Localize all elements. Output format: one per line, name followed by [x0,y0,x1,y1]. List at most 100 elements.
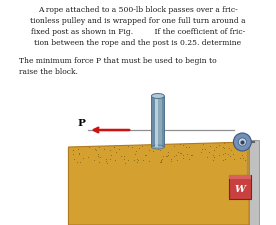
Point [222,158,227,161]
Point [93,148,97,151]
Point [200,147,205,151]
Point [203,148,207,151]
Bar [162,97,164,147]
Point [96,154,101,158]
Point [80,157,85,160]
Point [134,150,139,153]
Point [179,152,184,155]
Point [187,158,192,162]
Point [71,148,76,152]
Point [126,145,131,148]
Point [157,160,162,164]
Point [94,149,98,152]
Point [141,159,146,162]
Point [104,157,108,161]
Point [109,153,113,157]
Point [136,158,140,162]
Point [169,160,173,163]
Point [189,153,193,157]
Point [211,158,216,162]
Point [165,154,169,158]
Point [118,154,123,158]
Bar [152,97,164,147]
Point [223,151,227,155]
Point [198,151,203,154]
Point [130,146,134,149]
Point [221,159,225,162]
Point [211,155,216,159]
Point [101,148,106,152]
Point [122,157,126,161]
Point [87,145,91,149]
Point [86,156,91,159]
Point [181,153,185,157]
Text: raise the block.: raise the block. [19,68,78,76]
Point [229,149,233,152]
Point [75,148,80,151]
Bar [249,140,259,225]
Ellipse shape [152,94,164,99]
Point [241,157,246,160]
Point [96,160,101,164]
Point [75,161,79,164]
Point [116,148,121,152]
Point [146,160,151,163]
Point [158,148,162,152]
Point [181,157,185,160]
Point [135,161,140,164]
Point [91,159,96,162]
Point [233,141,238,145]
Point [122,154,127,158]
Point [113,159,117,162]
Point [174,154,178,157]
Point [175,159,179,162]
Point [237,157,242,160]
Point [76,153,81,156]
Point [105,162,109,166]
Point [160,157,164,161]
Point [114,150,119,154]
Point [212,148,217,152]
Point [221,152,225,156]
Point [143,153,147,157]
Circle shape [238,138,246,146]
Point [225,152,230,156]
Bar [229,175,251,199]
Point [140,144,144,148]
Point [97,146,101,149]
Point [178,143,183,146]
Text: A rope attached to a 500-lb block passes over a fric-: A rope attached to a 500-lb block passes… [38,6,238,14]
Text: fixed post as shown in Fig.         If the coefficient of fric-: fixed post as shown in Fig. If the coeff… [31,28,245,36]
Point [221,145,226,149]
Point [135,158,139,162]
Bar [155,97,158,147]
Point [169,157,173,161]
Point [164,155,168,158]
Point [159,160,163,164]
Point [112,145,116,149]
Point [216,153,221,157]
Point [107,149,112,153]
Point [104,159,108,163]
Point [166,154,170,157]
Point [227,154,232,158]
Point [232,157,236,161]
Point [208,145,213,148]
Point [107,158,112,161]
Point [159,160,164,163]
Point [190,153,194,157]
Point [222,147,226,151]
Point [221,142,226,146]
Ellipse shape [152,145,164,149]
Point [126,158,130,162]
Point [166,151,170,154]
Text: The minimum force P that must be used to begin to: The minimum force P that must be used to… [19,57,216,65]
Point [95,154,100,158]
Point [151,144,155,148]
Point [158,158,163,162]
Point [227,147,231,150]
Point [178,152,182,155]
Point [98,155,102,159]
Point [72,158,77,161]
Point [185,153,189,156]
